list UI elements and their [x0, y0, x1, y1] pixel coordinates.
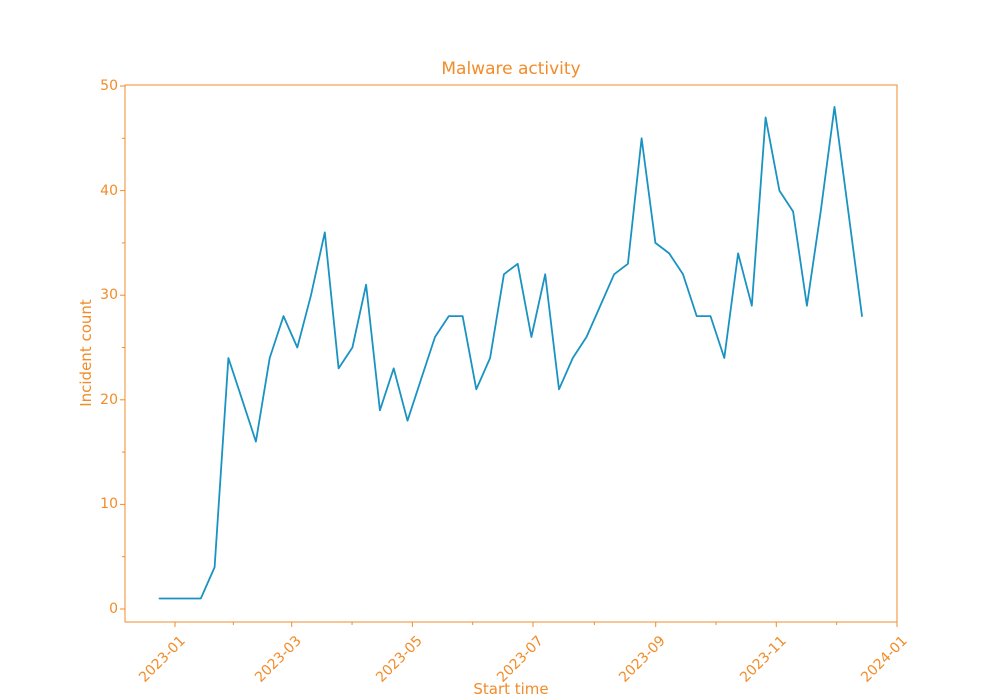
incident-count-line-series [158, 106, 863, 600]
chart-title: Malware activity [441, 59, 581, 79]
y-tick-label-30: 30 [100, 287, 118, 304]
axes-frame [124, 84, 898, 623]
y-axis-title: Incident count [77, 299, 95, 407]
y-tick-label-10: 10 [100, 496, 118, 513]
major-tick-marks [120, 85, 898, 627]
x-axis-title: Start time [473, 680, 549, 698]
y-tick-label-50: 50 [100, 78, 118, 94]
y-tick-label-40: 40 [100, 182, 118, 199]
y-tick-label-20: 20 [100, 391, 118, 408]
y-tick-label-0: 0 [109, 601, 118, 617]
minor-tick-marks [122, 137, 838, 625]
